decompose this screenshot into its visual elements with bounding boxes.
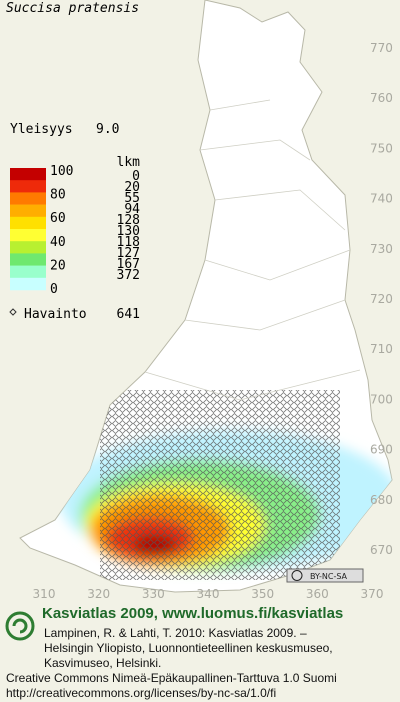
north-label: 750 [370, 141, 393, 155]
legend-swatch [10, 192, 46, 205]
legend-count: 127 [117, 246, 140, 261]
license-badge-box [286, 568, 364, 583]
legend-count: 94 [124, 202, 140, 217]
logo [5, 611, 35, 641]
footer-title: Kasviatlas 2009, www.luomus.fi/kasviatla… [42, 605, 343, 622]
legend-count: 128 [117, 213, 140, 228]
legend-swatch [10, 229, 46, 242]
east-label: 350 [251, 587, 274, 601]
legend-swatch [10, 168, 46, 181]
observation-value: 641 [117, 307, 140, 322]
grid-labels: 770 760 750 740 730 720 710 700 690 680 670 310 320 3… [33, 41, 393, 601]
east-label: 310 [33, 587, 56, 601]
citation-line: Kasvimuseo, Helsinki. [44, 656, 161, 670]
borders [144, 99, 361, 401]
legend-swatch [10, 253, 46, 266]
north-label: 740 [370, 192, 393, 206]
heat-layer [60, 390, 392, 580]
legend-scale-label: 20 [50, 258, 66, 273]
east-label: 360 [306, 587, 329, 601]
legend-count: 118 [117, 235, 140, 250]
legend-swatch [10, 277, 46, 291]
legend-count: 20 [124, 180, 140, 195]
observation-symbol [9, 308, 17, 316]
north-label: 690 [370, 443, 393, 457]
species-title: Succisa pratensis [6, 1, 139, 16]
legend-scale-label: 80 [50, 188, 66, 203]
citation-line: Lampinen, R. & Lahti, T. 2010: Kasviatla… [44, 626, 307, 640]
legend-swatch [10, 180, 46, 193]
north-label: 710 [370, 342, 393, 356]
legend-count: 0 [132, 169, 140, 184]
observation-label: Havainto [24, 307, 87, 322]
north-label: 670 [370, 543, 393, 557]
license-url: http://creativecommons.org/licenses/by-n… [6, 686, 276, 700]
north-label: 700 [370, 392, 393, 406]
north-label: 770 [370, 41, 393, 55]
legend-count: 167 [117, 257, 140, 272]
frequency-label: Yleisyys [10, 122, 73, 137]
count-header: lkm [117, 155, 141, 170]
cc-icon [291, 570, 303, 581]
north-label: 680 [370, 493, 393, 507]
license-text: Creative Commons Nimeä-Epäkaupallinen-Ta… [6, 671, 337, 685]
legend-swatch [10, 204, 46, 218]
legend-scale-label: 60 [50, 211, 66, 226]
east-label: 370 [361, 587, 384, 601]
legend-swatch [10, 241, 46, 254]
north-label: 730 [370, 242, 393, 256]
east-label: 330 [142, 587, 165, 601]
legend-count: 55 [124, 191, 140, 206]
north-label: 760 [370, 91, 393, 105]
legend-scale-label: 40 [50, 235, 66, 250]
legend-count: 130 [117, 224, 140, 239]
east-label: 320 [87, 587, 110, 601]
citation-line: Helsingin Yliopisto, Luonnontieteellinen… [44, 641, 333, 655]
north-label: 720 [370, 292, 393, 306]
frequency-value: 9.0 [96, 122, 119, 137]
legend-count: 372 [117, 268, 140, 283]
legend-scale-label: 0 [50, 282, 58, 297]
license-badge: BY-NC-SA [310, 572, 348, 581]
legend-swatch [10, 216, 46, 230]
legend-scale-label: 100 [50, 164, 73, 179]
citation: Lampinen, R. & Lahti, T. 2010: Kasviatla… [44, 626, 333, 670]
east-label: 340 [197, 587, 220, 601]
legend-swatch [10, 265, 46, 279]
